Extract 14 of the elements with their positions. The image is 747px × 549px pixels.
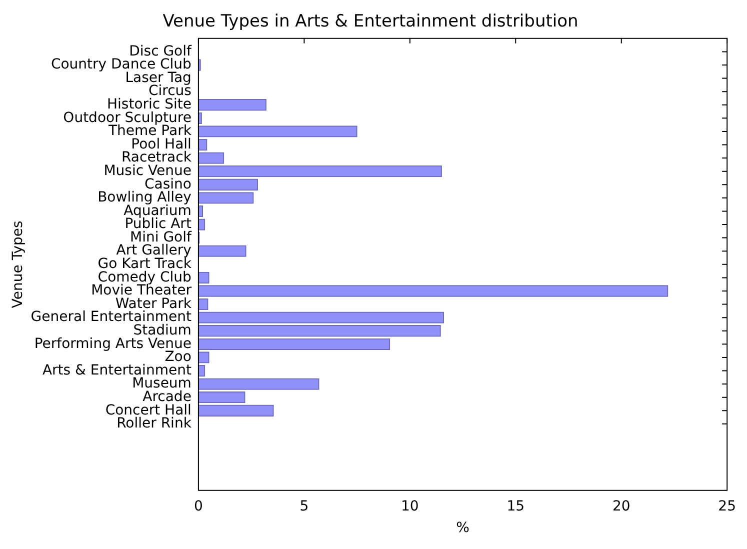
- x-tick-label: 10: [400, 498, 419, 514]
- x-axis-title: %: [456, 520, 470, 536]
- y-tick-label: Arcade: [142, 388, 192, 405]
- x-tick-label: 0: [194, 498, 203, 514]
- y-tick-label: Roller Rink: [116, 416, 192, 432]
- x-tick-label: 20: [612, 498, 630, 514]
- y-tick-label: Country Dance Club: [50, 56, 192, 73]
- y-axis-title: Venue Types: [10, 220, 26, 308]
- chart-title: Venue Types in Arts & Entertainment distribution: [162, 12, 578, 32]
- x-tick-label: 5: [300, 498, 309, 514]
- x-tick-label: 15: [506, 498, 525, 514]
- y-tick-label: Art Gallery: [116, 242, 192, 259]
- y-tick-label: Comedy Club: [98, 269, 192, 286]
- x-tick-label: 25: [718, 498, 736, 514]
